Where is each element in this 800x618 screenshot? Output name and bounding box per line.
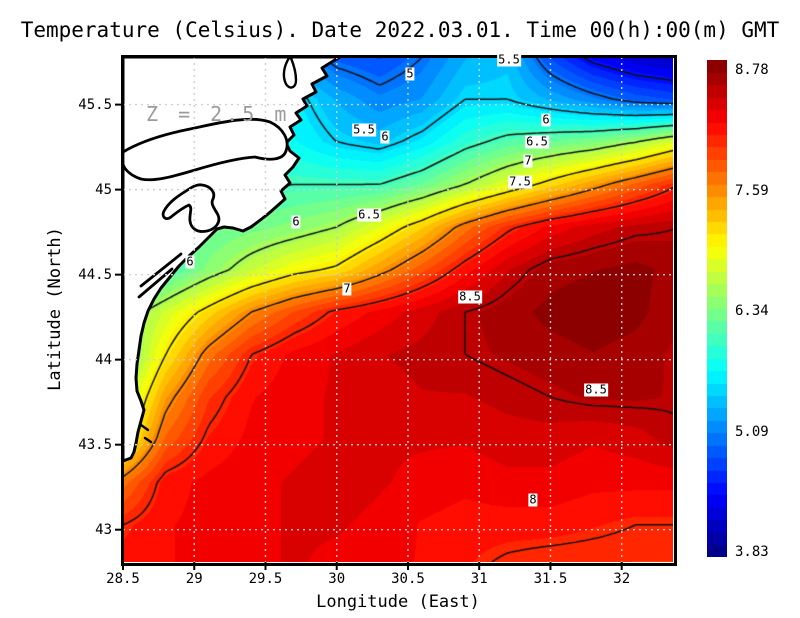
contour-label: 5.5 bbox=[352, 122, 376, 137]
contour-label: 7 bbox=[342, 281, 352, 296]
y-axis-label: Latitude (North) bbox=[45, 227, 65, 391]
contour-label: 8.5 bbox=[584, 382, 608, 397]
x-tick-label: 28.5 bbox=[106, 571, 140, 587]
y-tick-label: 43.5 bbox=[78, 436, 112, 453]
contour-label: 8.5 bbox=[458, 289, 482, 304]
x-tick-label: 29.5 bbox=[248, 571, 283, 587]
y-tick-label: 45 bbox=[95, 181, 112, 198]
x-tick-label: 31 bbox=[470, 571, 488, 587]
contour-label: 6.5 bbox=[525, 134, 549, 149]
plot-frame bbox=[121, 55, 677, 566]
x-tick-label: 30.5 bbox=[391, 571, 425, 587]
contour-label: 6 bbox=[541, 112, 551, 127]
x-tick-label: 29 bbox=[185, 571, 203, 587]
contour-label: 5.5 bbox=[497, 52, 521, 67]
y-tick-label: 44.5 bbox=[78, 266, 112, 283]
depth-annotation: Z = 2.5 m bbox=[146, 102, 291, 126]
colorbar-label: 5.09 bbox=[735, 423, 769, 440]
contour-label: 7.5 bbox=[508, 174, 532, 189]
colorbar-label: 8.78 bbox=[735, 62, 769, 78]
x-axis-label: Longitude (East) bbox=[316, 592, 480, 612]
y-tick-label: 44 bbox=[95, 351, 112, 368]
colorbar-label: 6.34 bbox=[735, 303, 769, 319]
contour-label: 7 bbox=[523, 153, 533, 168]
x-tick-label: 30 bbox=[328, 571, 346, 587]
contour-label: 6.5 bbox=[357, 207, 381, 222]
contour-label: 6 bbox=[380, 129, 390, 144]
contour-label: 6 bbox=[185, 254, 195, 269]
x-tick-label: 32 bbox=[613, 571, 631, 587]
y-tick-label: 43 bbox=[95, 521, 112, 538]
colorbar-label: 3.83 bbox=[735, 544, 769, 560]
colorbar bbox=[707, 60, 727, 557]
contour-label: 6 bbox=[291, 214, 301, 229]
contour-label: 8 bbox=[528, 492, 538, 507]
plot-title: Temperature (Celsius). Date 2022.03.01. … bbox=[20, 18, 780, 42]
y-tick-label: 45.5 bbox=[78, 96, 112, 113]
contour-label: 5 bbox=[405, 66, 415, 81]
x-tick-label: 31.5 bbox=[533, 571, 568, 587]
colorbar-label: 7.59 bbox=[735, 182, 769, 199]
